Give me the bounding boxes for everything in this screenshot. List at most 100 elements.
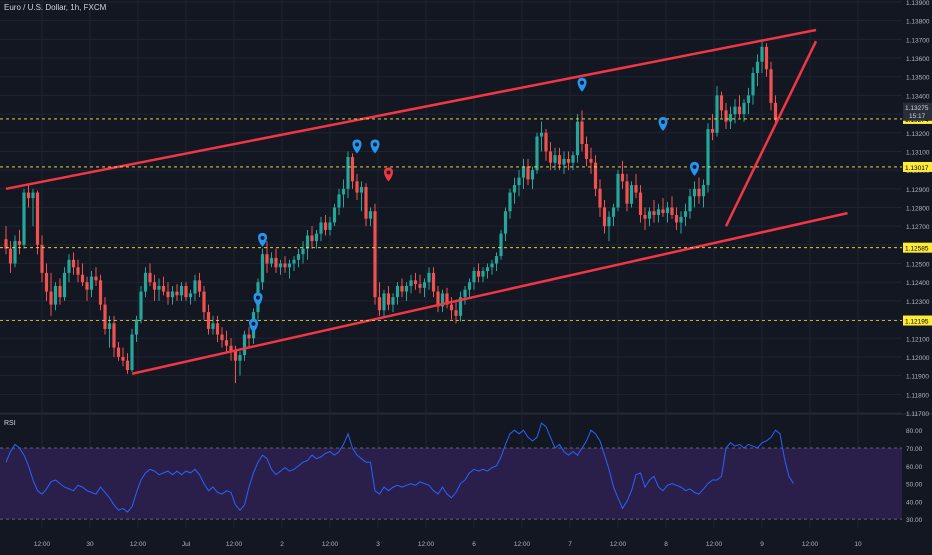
time-tick-label: 12:00 bbox=[514, 541, 531, 548]
time-tick-label: Jul bbox=[182, 541, 191, 548]
candle bbox=[413, 272, 418, 290]
price-tick-label: 1.11700 bbox=[906, 411, 929, 418]
candle bbox=[314, 229, 319, 249]
candle bbox=[40, 235, 44, 283]
candle bbox=[224, 330, 229, 354]
candle bbox=[701, 179, 706, 208]
candle bbox=[485, 263, 490, 279]
signal-marker-icon bbox=[370, 139, 380, 154]
candle bbox=[26, 185, 31, 208]
signal-marker-icon bbox=[352, 139, 362, 154]
candle bbox=[656, 203, 661, 223]
candle bbox=[422, 278, 427, 298]
candle bbox=[332, 203, 337, 227]
price-tick-label: 1.12700 bbox=[906, 224, 930, 231]
candle bbox=[377, 282, 382, 316]
candle bbox=[683, 203, 688, 227]
candle bbox=[202, 285, 206, 320]
candle bbox=[670, 196, 674, 219]
candle bbox=[139, 285, 143, 324]
candle bbox=[724, 102, 728, 130]
candle bbox=[553, 147, 557, 171]
candle bbox=[310, 226, 314, 249]
candle bbox=[688, 188, 692, 219]
candle bbox=[161, 276, 166, 296]
price-axis: 1.13900 1.13800 1.13700 1.13600 1.13500 1.134… bbox=[906, 0, 930, 418]
candle bbox=[296, 248, 301, 268]
candle bbox=[125, 353, 130, 374]
candle bbox=[4, 226, 8, 255]
current-price-label-bg bbox=[903, 102, 932, 121]
candle bbox=[94, 267, 98, 286]
candle bbox=[710, 114, 715, 141]
trendline-channel-top bbox=[5, 28, 817, 191]
candle bbox=[431, 267, 436, 298]
candle bbox=[512, 177, 517, 204]
candle bbox=[116, 342, 121, 361]
candle bbox=[697, 177, 701, 204]
candle bbox=[175, 284, 179, 301]
horizontal-level-label: 1.12585 bbox=[905, 246, 929, 253]
price-tick-label: 1.13600 bbox=[906, 56, 930, 63]
candle bbox=[764, 43, 769, 77]
candle bbox=[130, 328, 134, 372]
price-tick-label: 1.12000 bbox=[906, 355, 930, 362]
time-tick-label: 9 bbox=[760, 541, 764, 548]
candle bbox=[652, 200, 656, 223]
candle bbox=[638, 185, 643, 223]
candle bbox=[454, 300, 458, 324]
candle bbox=[80, 263, 85, 286]
candle bbox=[319, 216, 323, 242]
price-tick-label: 1.13700 bbox=[906, 37, 930, 44]
candle bbox=[85, 276, 89, 301]
time-tick-label: 6 bbox=[472, 541, 476, 548]
candle bbox=[472, 267, 476, 290]
candle bbox=[359, 181, 364, 212]
candle bbox=[620, 160, 625, 189]
candle bbox=[211, 315, 215, 335]
price-tick-label: 1.13500 bbox=[906, 75, 930, 82]
candle bbox=[445, 287, 449, 309]
price-tick-label: 1.12500 bbox=[906, 262, 930, 269]
candle bbox=[566, 151, 571, 171]
candle bbox=[157, 278, 161, 301]
candle bbox=[238, 351, 242, 376]
candle bbox=[769, 61, 773, 111]
candle bbox=[598, 179, 602, 217]
time-tick-label: 12:00 bbox=[610, 541, 627, 548]
candle bbox=[112, 315, 116, 357]
candle bbox=[229, 338, 233, 361]
candle bbox=[517, 170, 521, 197]
candle bbox=[665, 201, 670, 223]
candle bbox=[661, 198, 665, 217]
candle bbox=[31, 188, 35, 227]
candle bbox=[535, 132, 539, 174]
candle bbox=[67, 254, 71, 283]
time-tick-label: 10 bbox=[854, 541, 862, 548]
candle bbox=[593, 155, 598, 197]
time-tick-label: 12:00 bbox=[418, 541, 435, 548]
time-tick-label: 8 bbox=[664, 541, 668, 548]
candle bbox=[188, 289, 193, 305]
candle bbox=[589, 147, 593, 174]
candle bbox=[544, 129, 548, 161]
candle bbox=[611, 203, 616, 227]
candle bbox=[35, 190, 40, 255]
candle bbox=[580, 110, 584, 152]
candle bbox=[625, 173, 629, 212]
candle bbox=[395, 282, 400, 305]
price-tick-label: 1.13400 bbox=[906, 93, 930, 100]
price-tick-label: 1.13200 bbox=[906, 131, 930, 138]
time-tick-label: 12:00 bbox=[34, 541, 51, 548]
trendline-layer bbox=[5, 28, 848, 375]
rsi-label: RSI bbox=[4, 420, 16, 427]
candle bbox=[715, 86, 719, 137]
candle bbox=[337, 188, 341, 215]
candle bbox=[607, 211, 611, 242]
price-tick-label: 1.12900 bbox=[906, 187, 930, 194]
candle bbox=[674, 207, 679, 230]
candle bbox=[287, 259, 292, 279]
horizontal-level-label-bg bbox=[903, 315, 932, 326]
